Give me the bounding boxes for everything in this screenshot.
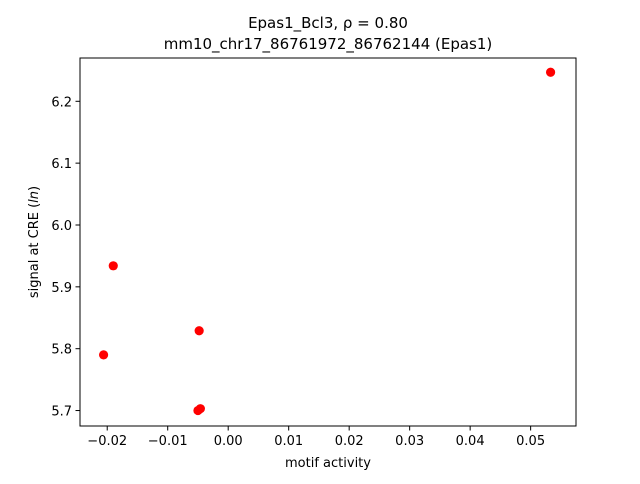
x-tick-label: 0.02 (335, 434, 364, 449)
y-tick-label: 5.9 (51, 281, 72, 296)
y-tick-label: 6.0 (51, 219, 72, 234)
y-tick-label: 6.1 (51, 157, 72, 172)
x-tick-label: −0.01 (148, 434, 188, 449)
x-axis-label: motif activity (285, 456, 371, 471)
data-point-5 (193, 405, 203, 416)
x-tick-label: 0.01 (274, 434, 303, 449)
y-tick-label: 6.2 (51, 95, 72, 110)
y-axis-label-italic: ln (27, 191, 42, 203)
plot-frame (79, 57, 577, 427)
x-tick-label: 0.05 (516, 434, 545, 449)
x-tick-label: −0.02 (87, 434, 127, 449)
y-tick-label: 5.8 (51, 343, 72, 358)
y-axis-label-prefix: signal at CRE ( (27, 203, 42, 298)
data-point-3 (98, 350, 109, 360)
y-axis-label-suffix: ) (27, 186, 42, 191)
data-point-0 (545, 67, 556, 77)
y-tick-label: 5.7 (51, 405, 72, 420)
x-tick-label: 0.04 (456, 434, 485, 449)
data-point-1 (108, 261, 118, 271)
chart-title-line-2: mm10_chr17_86761972_86762144 (Epas1) (164, 35, 493, 54)
data-point-2 (194, 326, 204, 336)
x-tick-label: 0.03 (395, 434, 424, 449)
y-axis-label: signal at CRE (ln) (27, 186, 42, 298)
chart-title-line-1: Epas1_Bcl3, ρ = 0.80 (248, 14, 408, 33)
x-tick-label: 0.00 (214, 434, 243, 449)
plot-area: −0.02 −0.01 0.00 0.01 0.02 0.03 0.04 0.05 5.7 5.8… (51, 57, 577, 449)
